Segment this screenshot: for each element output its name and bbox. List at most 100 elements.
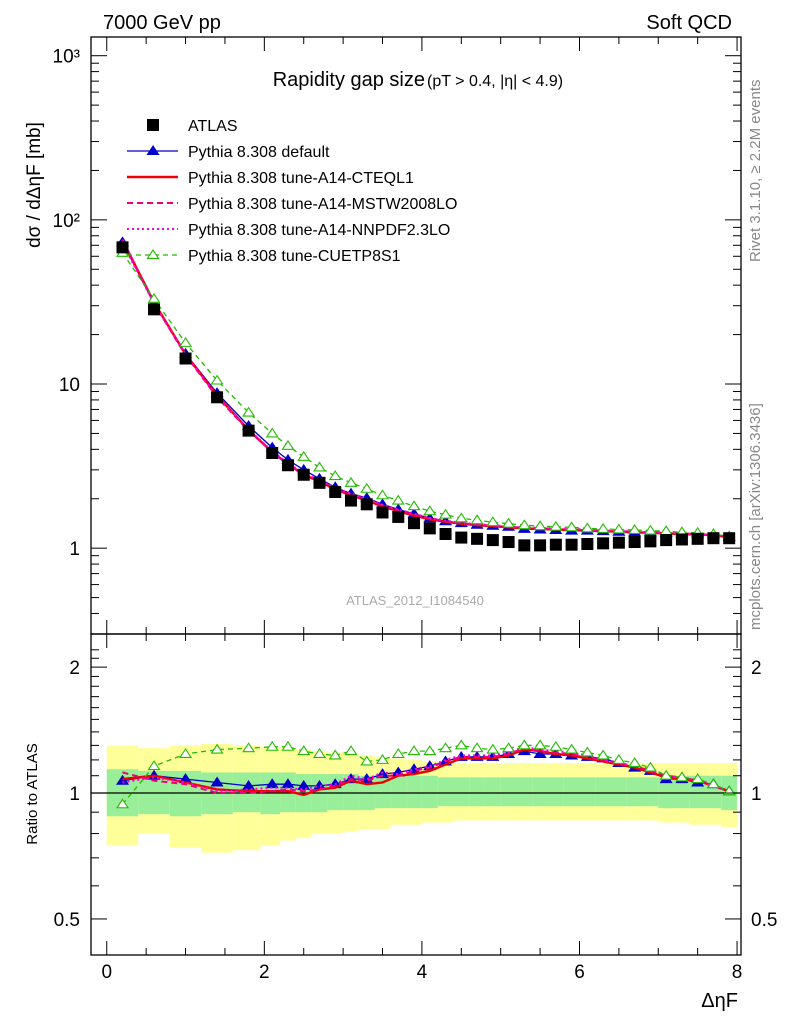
main-point-cuetp <box>628 524 642 535</box>
y-tick-label: 10³ <box>53 47 80 68</box>
y-tick-label: 10² <box>53 211 80 232</box>
atlas-data-point <box>297 468 310 481</box>
ratio-line-mstw <box>122 747 730 794</box>
ratio-point-cuetp <box>675 771 689 782</box>
ratio-uncertainty-bands <box>91 743 741 853</box>
process-label: Soft QCD <box>646 12 732 34</box>
rivet-version-label: Rivet 3.1.10, ≥ 2.2M events <box>747 80 764 263</box>
axes: 0 2 4 6 8 1 10 10² 10³ 0.5 0.5 1 1 2 2 <box>53 36 777 983</box>
main-point-cuetp <box>580 522 594 533</box>
main-point-cuetp <box>596 522 610 533</box>
ratio-point-default <box>281 778 295 789</box>
atlas-data-point <box>211 391 224 404</box>
y-tick-label: 1 <box>69 539 80 560</box>
main-point-cuetp <box>147 292 161 303</box>
x-tick-label: 8 <box>732 962 743 983</box>
ratio-point-cuetp <box>549 740 563 751</box>
atlas-data-point <box>345 494 357 507</box>
atlas-data-point <box>628 536 641 549</box>
atlas-data-point <box>581 538 594 551</box>
legend-label-default: Pythia 8.308 default <box>188 144 330 161</box>
x-axis-label: ΔηF <box>701 990 738 1012</box>
atlas-data-point <box>392 510 405 523</box>
main-point-cuetp <box>470 514 484 525</box>
atlas-data-point <box>502 536 515 549</box>
chart-subtitle: (pT > 0.4, |η| < 4.9) <box>427 73 563 90</box>
x-tick-label: 6 <box>574 962 585 983</box>
ratio-point-cuetp <box>179 748 193 758</box>
mcplots-source-label: mcplots.cern.ch [arXiv:1306.3436] <box>747 403 764 630</box>
band-inner-bin <box>421 775 438 809</box>
atlas-data-point <box>518 539 531 552</box>
ratio-y-tick-label-right: 2 <box>751 658 762 679</box>
main-point-cuetp <box>643 524 657 535</box>
ratio-point-cuetp <box>210 743 224 754</box>
main-point-cuetp <box>281 439 295 450</box>
atlas-data-point <box>549 538 562 551</box>
ratio-point-default <box>210 776 224 787</box>
atlas-data-point <box>612 536 625 549</box>
ratio-point-cuetp <box>706 778 720 789</box>
y-axis-label: dσ / dΔηF [mb] <box>24 122 45 248</box>
atlas-data-point <box>360 498 373 511</box>
main-point-cuetp <box>423 505 437 516</box>
atlas-data-point <box>329 485 342 498</box>
main-point-cuetp <box>612 523 626 534</box>
atlas-data-point <box>723 532 736 545</box>
band-inner-bin <box>453 777 470 807</box>
ratio-point-cuetp <box>242 742 256 753</box>
x-tick-label: 0 <box>101 962 112 983</box>
band-inner-bin <box>563 777 580 807</box>
atlas-data-point <box>691 532 704 545</box>
band-inner-bin <box>547 777 564 807</box>
ratio-point-cuetp <box>265 740 279 751</box>
legend-label-cteql1: Pythia 8.308 tune-A14-CTEQL1 <box>188 170 414 187</box>
main-point-cuetp <box>517 519 531 530</box>
band-inner-bin <box>642 777 659 807</box>
main-point-cuetp <box>179 336 193 347</box>
ratio-line-cteql1 <box>122 748 730 797</box>
ratio-point-cuetp <box>147 760 161 771</box>
atlas-data-point <box>148 303 161 316</box>
legend-marker-cuetp <box>146 249 160 260</box>
legend-label-mstw: Pythia 8.308 tune-A14-MSTW2008LO <box>188 196 457 213</box>
main-point-cuetp <box>533 520 547 531</box>
ratio-point-cuetp <box>486 743 500 754</box>
ratio-point-cuetp <box>391 748 405 758</box>
ratio-point-cuetp <box>691 773 705 784</box>
band-inner-bin <box>626 777 643 807</box>
ratio-point-default <box>297 779 311 790</box>
band-inner-bin <box>484 777 501 807</box>
ratio-point-cuetp <box>517 739 531 750</box>
atlas-data-points <box>116 241 736 552</box>
ratio-point-cuetp <box>281 740 295 751</box>
main-point-cuetp <box>265 427 279 438</box>
atlas-data-point <box>565 538 578 551</box>
ratio-point-cuetp <box>312 748 327 758</box>
ratio-point-cuetp <box>297 745 311 756</box>
legend-marker-atlas <box>147 119 159 131</box>
ratio-point-cuetp <box>344 745 358 756</box>
ratio-panel-frame <box>90 633 742 956</box>
ratio-point-cuetp <box>612 753 626 764</box>
atlas-data-point <box>455 531 468 544</box>
main-line-nnpdf <box>121 242 730 538</box>
atlas-data-point <box>644 535 657 548</box>
band-inner-bin <box>406 775 422 809</box>
ratio-point-cuetp <box>423 745 437 756</box>
ratio-point-cuetp <box>328 749 342 760</box>
legend-label-atlas: ATLAS <box>188 118 238 135</box>
atlas-data-point <box>439 527 452 540</box>
atlas-data-point <box>707 532 720 545</box>
band-inner-bin <box>437 777 454 807</box>
band-inner-bin <box>579 777 596 807</box>
ratio-point-cuetp <box>454 739 468 750</box>
ratio-point-cuetp <box>115 798 130 809</box>
ratio-point-cuetp <box>360 755 374 766</box>
energy-label: 7000 GeV pp <box>103 12 221 34</box>
main-point-cuetp <box>297 450 311 461</box>
main-point-cuetp <box>210 374 224 385</box>
main-point-cuetp <box>659 525 673 536</box>
band-inner-bin <box>500 777 517 807</box>
